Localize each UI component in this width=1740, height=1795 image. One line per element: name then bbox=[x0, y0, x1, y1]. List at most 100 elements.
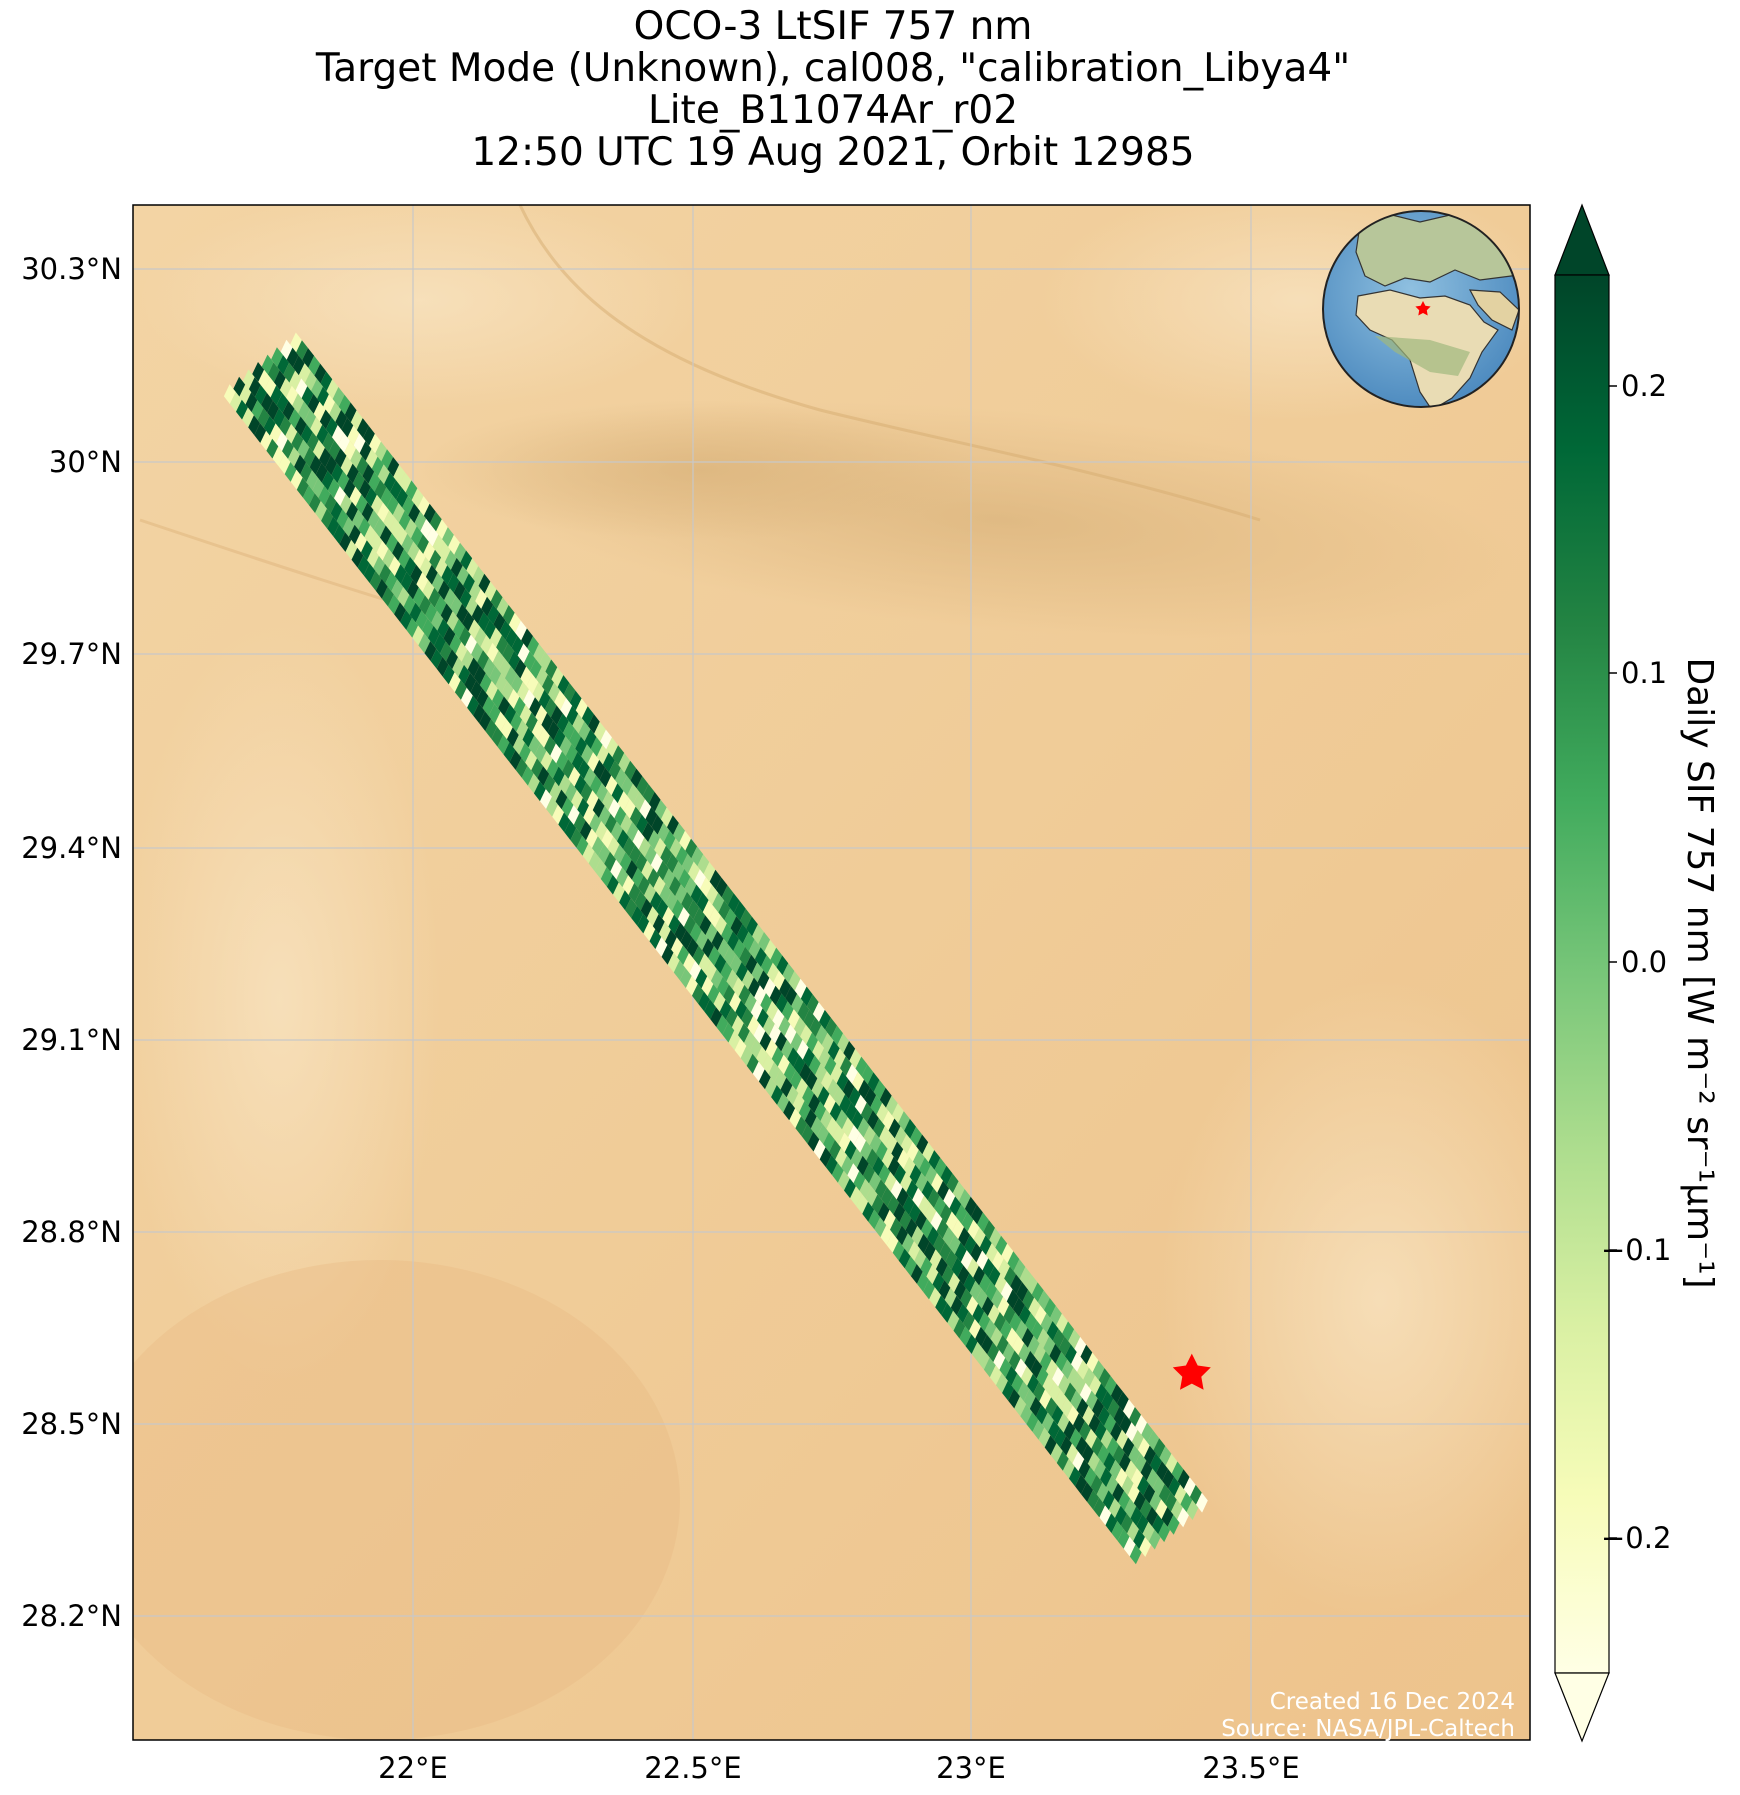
sif-sounding-cell bbox=[345, 539, 358, 560]
sif-sounding-cell bbox=[854, 1132, 866, 1153]
sif-sounding-cell bbox=[492, 688, 504, 709]
sif-sounding-cell bbox=[673, 960, 686, 981]
sif-sounding-cell bbox=[781, 1039, 793, 1060]
sif-sounding-cell bbox=[961, 1212, 974, 1232]
sif-sounding-cell bbox=[756, 1008, 769, 1029]
sif-sounding-cell bbox=[1062, 1321, 1075, 1342]
sif-sounding-cell bbox=[1110, 1383, 1123, 1404]
sif-sounding-cell bbox=[1033, 1343, 1046, 1364]
lat-tick-label: 29.4°N bbox=[21, 831, 122, 865]
sif-sounding-cell bbox=[897, 1149, 910, 1170]
sif-sounding-cell bbox=[690, 884, 703, 905]
sif-sounding-cell bbox=[588, 851, 601, 872]
sif-sounding-cell bbox=[796, 1078, 808, 1098]
sif-sounding-cell bbox=[740, 908, 752, 929]
sif-sounding-cell bbox=[1076, 1398, 1089, 1418]
sif-sounding-cell bbox=[1104, 1375, 1117, 1396]
sif-sounding-cell bbox=[663, 868, 675, 889]
sif-sounding-cell bbox=[777, 1054, 790, 1075]
sif-sounding-cell bbox=[296, 477, 309, 498]
sif-sounding-cell bbox=[661, 944, 674, 965]
sif-sounding-cell bbox=[245, 392, 258, 413]
sif-sounding-cell bbox=[313, 439, 325, 460]
sif-sounding-cell bbox=[958, 1227, 970, 1247]
sif-sounding-cell bbox=[893, 1202, 906, 1223]
sif-sounding-cell bbox=[936, 1218, 949, 1239]
sif-sounding-cell bbox=[619, 890, 631, 911]
sif-sounding-cell bbox=[429, 511, 442, 532]
sif-sounding-cell bbox=[994, 1273, 1007, 1294]
sif-sounding-cell bbox=[915, 1172, 928, 1193]
sif-sounding-cell bbox=[721, 885, 734, 906]
sif-sounding-cell bbox=[952, 1181, 965, 1202]
sif-sounding-cell bbox=[514, 658, 527, 679]
sif-sounding-cell bbox=[402, 495, 415, 516]
sif-sounding-cell bbox=[702, 938, 714, 959]
sif-sounding-cell bbox=[400, 571, 413, 592]
sif-sounding-cell bbox=[720, 961, 733, 982]
sif-sounding-cell bbox=[827, 1040, 840, 1061]
sif-sounding-cell bbox=[940, 1203, 952, 1224]
sif-sounding-cell bbox=[1067, 1405, 1079, 1426]
sif-sounding-cell bbox=[1180, 1492, 1193, 1513]
sif-sounding-cell bbox=[608, 760, 621, 781]
sif-sounding-cell bbox=[620, 814, 633, 834]
sif-sounding-cell bbox=[1141, 1422, 1154, 1443]
sif-sounding-cell bbox=[505, 628, 518, 648]
sif-sounding-cell bbox=[373, 555, 385, 576]
sif-sounding-cell bbox=[363, 425, 375, 446]
sif-sounding-cell bbox=[852, 1071, 864, 1092]
sif-sounding-cell bbox=[809, 1017, 822, 1038]
sif-sounding-cell bbox=[601, 828, 614, 849]
sif-sounding-cell bbox=[1014, 1396, 1027, 1417]
sif-sounding-cell bbox=[820, 1109, 833, 1129]
sif-sounding-cell bbox=[821, 1071, 833, 1091]
sif-sounding-cell bbox=[594, 721, 606, 742]
sif-sounding-cell bbox=[945, 1249, 958, 1270]
sif-sounding-cell bbox=[513, 735, 525, 755]
sif-sounding-cell bbox=[276, 393, 289, 413]
sif-sounding-cell bbox=[517, 681, 529, 702]
sif-sounding-cell bbox=[277, 355, 290, 375]
sif-sounding-cell bbox=[350, 410, 363, 431]
sif-sounding-cell bbox=[1012, 1335, 1025, 1356]
sif-sounding-cell bbox=[613, 882, 625, 903]
sif-sounding-cell bbox=[821, 1032, 834, 1053]
sif-sounding-cell bbox=[540, 750, 553, 771]
sif-sounding-cell bbox=[959, 1326, 972, 1347]
sif-sounding-cell bbox=[1037, 1328, 1050, 1349]
sif-sounding-cell bbox=[673, 823, 685, 843]
sif-sounding-cell bbox=[279, 378, 292, 398]
sif-sounding-cell bbox=[581, 706, 594, 727]
sif-sounding-cell bbox=[1123, 1399, 1135, 1420]
sif-sounding-cell bbox=[958, 1189, 971, 1209]
sif-sounding-cell bbox=[389, 518, 402, 538]
sif-sounding-cell bbox=[450, 557, 463, 578]
sif-sounding-cell bbox=[556, 713, 569, 734]
sif-sounding-cell bbox=[842, 1079, 855, 1100]
sif-sounding-cell bbox=[461, 687, 473, 708]
colorbar-tick-label: 0.2 bbox=[1621, 369, 1667, 403]
sif-sounding-cell bbox=[932, 1272, 945, 1293]
sif-sounding-cell bbox=[790, 1032, 803, 1052]
sif-sounding-cell bbox=[1010, 1274, 1023, 1295]
sif-sounding-cell bbox=[866, 1148, 879, 1169]
sif-sounding-cell bbox=[485, 719, 498, 739]
sif-sounding-cell bbox=[642, 784, 655, 804]
sif-sounding-cell bbox=[393, 464, 406, 485]
sif-sounding-cell bbox=[1137, 1437, 1150, 1458]
sif-sounding-cell bbox=[951, 1257, 964, 1278]
sif-sounding-cell bbox=[480, 634, 493, 655]
sif-sounding-cell bbox=[1104, 1414, 1116, 1434]
sif-sounding-cell bbox=[887, 1194, 900, 1215]
sif-sounding-cell bbox=[681, 891, 694, 912]
sif-sounding-cell bbox=[479, 673, 492, 693]
sif-sounding-cell bbox=[316, 424, 329, 445]
sif-sounding-cell bbox=[260, 430, 273, 451]
sif-sounding-cell bbox=[788, 1009, 800, 1029]
sif-sounding-cell bbox=[849, 1048, 862, 1069]
sif-sounding-cell bbox=[1085, 1428, 1097, 1449]
sif-sounding-cell bbox=[1011, 1373, 1024, 1394]
sif-sounding-cell bbox=[930, 1211, 943, 1231]
sif-sounding-cell bbox=[1123, 1536, 1136, 1557]
